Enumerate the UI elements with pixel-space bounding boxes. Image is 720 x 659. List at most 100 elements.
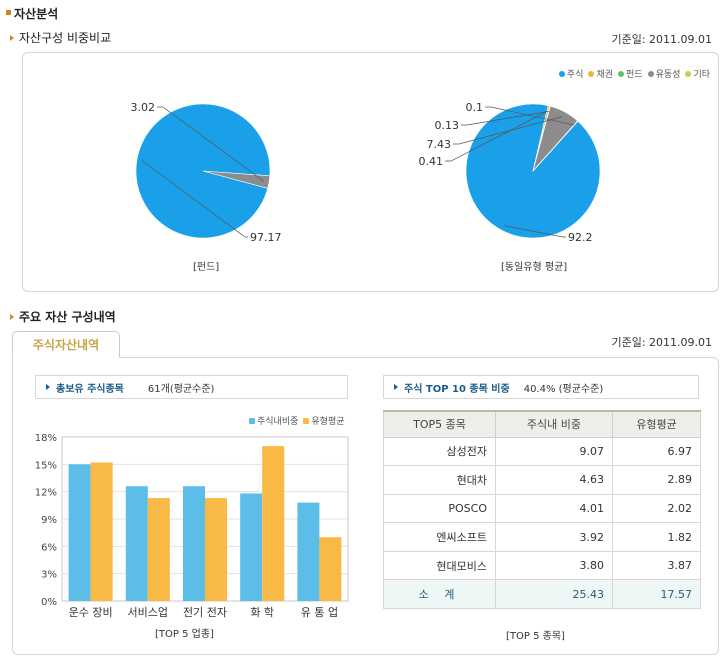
top10-box: 주식 TOP 10 종목 비중 40.4% (평균수준) <box>383 375 699 399</box>
bar-caption: [TOP 5 업종] <box>155 629 214 640</box>
legend-label: 주식 <box>566 70 584 80</box>
pie-leader-line <box>504 225 566 238</box>
legend-swatch <box>249 417 255 424</box>
legend-item: 펀드 <box>618 67 643 80</box>
sum-label: 소 계 <box>383 579 496 610</box>
legend-label: 기타 <box>693 70 710 80</box>
y-tick-label: 0% <box>41 597 57 608</box>
pie-charts: 97.17 3.02 92.2 0.41 0.13 7.43 0.1 <box>131 101 601 244</box>
stock-name: POSCO <box>383 493 496 524</box>
legend-item: 기타 <box>685 67 710 80</box>
peer-caption: [동일유형 평균] <box>501 262 568 273</box>
peer-average: 3.87 <box>611 550 702 581</box>
peer-average: 2.02 <box>611 493 702 524</box>
table-row: 엔씨소프트 3.92 1.82 <box>383 522 702 552</box>
bar-유형평균 <box>319 537 342 601</box>
table-header-row: TOP5 종목 주식내 비중 유형평균 <box>383 410 702 438</box>
legend-item: 유동성 <box>647 67 681 80</box>
subsection-marker <box>10 35 14 41</box>
x-tick-label: 서비스업 <box>128 606 168 619</box>
legend-label: 유동성 <box>655 70 681 80</box>
holdings-box: 총보유 주식종목 61개(평균수준) <box>35 375 348 399</box>
peer-average: 2.89 <box>611 465 702 495</box>
pie-leader-line <box>485 106 575 126</box>
holdings-label: 총보유 주식종목 <box>56 383 124 395</box>
sum-average: 17.57 <box>611 579 702 610</box>
bar-유형평균 <box>90 462 113 601</box>
bar-주식내비중 <box>297 502 320 601</box>
legend-swatch <box>618 70 625 77</box>
pie-leader-line <box>445 110 548 162</box>
bar-유형평균 <box>147 498 170 601</box>
arrow-icon <box>46 384 50 390</box>
legend-label: 주식내비중 <box>257 417 299 427</box>
top10-label: 주식 TOP 10 종목 비중 <box>404 383 510 395</box>
pie-leader-line <box>461 111 549 126</box>
table-row: POSCO 4.01 2.02 <box>383 493 702 524</box>
sum-weight: 25.43 <box>495 579 613 610</box>
pie-leader-line <box>142 160 248 238</box>
fund-caption: [펀드] <box>193 262 220 273</box>
legend-swatch <box>647 70 654 77</box>
table-row: 현대모비스 3.80 3.87 <box>383 550 702 581</box>
section-title-asset-analysis: 자산분석 <box>14 7 59 21</box>
asset-compare-panel: 주식 채권 펀드 유동성 기타 97.17 3.02 92.2 0.41 0.13 7.43 0.1… <box>22 52 719 292</box>
legend-swatch <box>588 70 595 77</box>
pie-data-label: 97.17 <box>250 231 282 244</box>
legend-item: 주식내비중 <box>249 414 298 427</box>
legend-item: 주식 <box>558 67 584 80</box>
pie-legend: 주식 채권 펀드 유동성 기타 <box>554 67 710 80</box>
pie-leader-line <box>453 116 563 145</box>
base-date-2: 기준일: 2011.09.01 <box>611 336 712 349</box>
pie-data-label: 7.43 <box>427 138 452 151</box>
y-tick-label: 12% <box>35 488 57 499</box>
stock-name: 현대차 <box>383 465 496 495</box>
top10-value: 40.4% (평균수준) <box>523 383 604 395</box>
legend-item: 채권 <box>588 67 613 80</box>
stock-weight: 4.01 <box>495 493 613 524</box>
bar-주식내비중 <box>125 486 148 601</box>
legend-swatch <box>685 70 692 77</box>
stock-weight: 9.07 <box>495 436 613 467</box>
pie-slice-기타 <box>532 120 579 172</box>
pie-slice-유동성 <box>202 170 271 189</box>
pie-data-label: 3.02 <box>131 101 156 114</box>
table-row: 현대차 4.63 2.89 <box>383 465 702 495</box>
peer-average: 1.82 <box>611 522 702 552</box>
tab-stock-assets[interactable]: 주식자산내역 <box>12 331 120 358</box>
stock-weight: 3.92 <box>495 522 613 552</box>
table-caption: [TOP 5 종목] <box>506 631 565 642</box>
subsection-title-asset-compare: 자산구성 비중비교 <box>19 31 112 45</box>
bar-chart: 0% 3% 6% 9% 12% 15% 18% 운수 장비 서비스업 전기 전자 화 학 유 통 업 <box>35 433 349 619</box>
legend-item: 유형평균 <box>303 414 345 427</box>
table-row: 삼성전자 9.07 6.97 <box>383 436 702 467</box>
legend-swatch <box>303 417 310 424</box>
peer-average: 6.97 <box>611 436 702 467</box>
stock-name: 현대모비스 <box>383 550 496 581</box>
table-header: 유형평균 <box>611 410 702 438</box>
pie-data-label: 0.41 <box>419 155 444 168</box>
pie-leader-line <box>157 106 264 182</box>
x-tick-label: 전기 전자 <box>183 606 227 619</box>
legend-label: 채권 <box>596 70 614 80</box>
top5-table: TOP5 종목 주식내 비중 유형평균 삼성전자 9.07 6.97 현대차 4… <box>383 410 702 610</box>
pie-data-label: 0.1 <box>466 101 484 114</box>
bar-유형평균 <box>205 498 227 601</box>
bar-주식내비중 <box>240 493 263 601</box>
x-tick-label: 화 학 <box>250 606 274 619</box>
x-tick-label: 유 통 업 <box>301 606 338 619</box>
holdings-value: 61개(평균수준) <box>147 383 215 395</box>
stock-weight: 4.63 <box>495 465 613 495</box>
legend-swatch <box>558 70 565 77</box>
arrow-icon <box>394 384 398 390</box>
y-tick-label: 3% <box>41 570 57 581</box>
y-tick-label: 18% <box>35 433 57 444</box>
table-header: TOP5 종목 <box>383 410 496 438</box>
bar-주식내비중 <box>183 486 205 601</box>
base-date: 기준일: 2011.09.01 <box>611 33 712 46</box>
stock-name: 엔씨소프트 <box>383 522 496 552</box>
section-marker <box>6 10 11 15</box>
stock-weight: 3.80 <box>495 550 613 581</box>
table-header: 주식내 비중 <box>495 410 613 438</box>
bar-legend: 주식내비중 유형평균 <box>244 414 345 427</box>
